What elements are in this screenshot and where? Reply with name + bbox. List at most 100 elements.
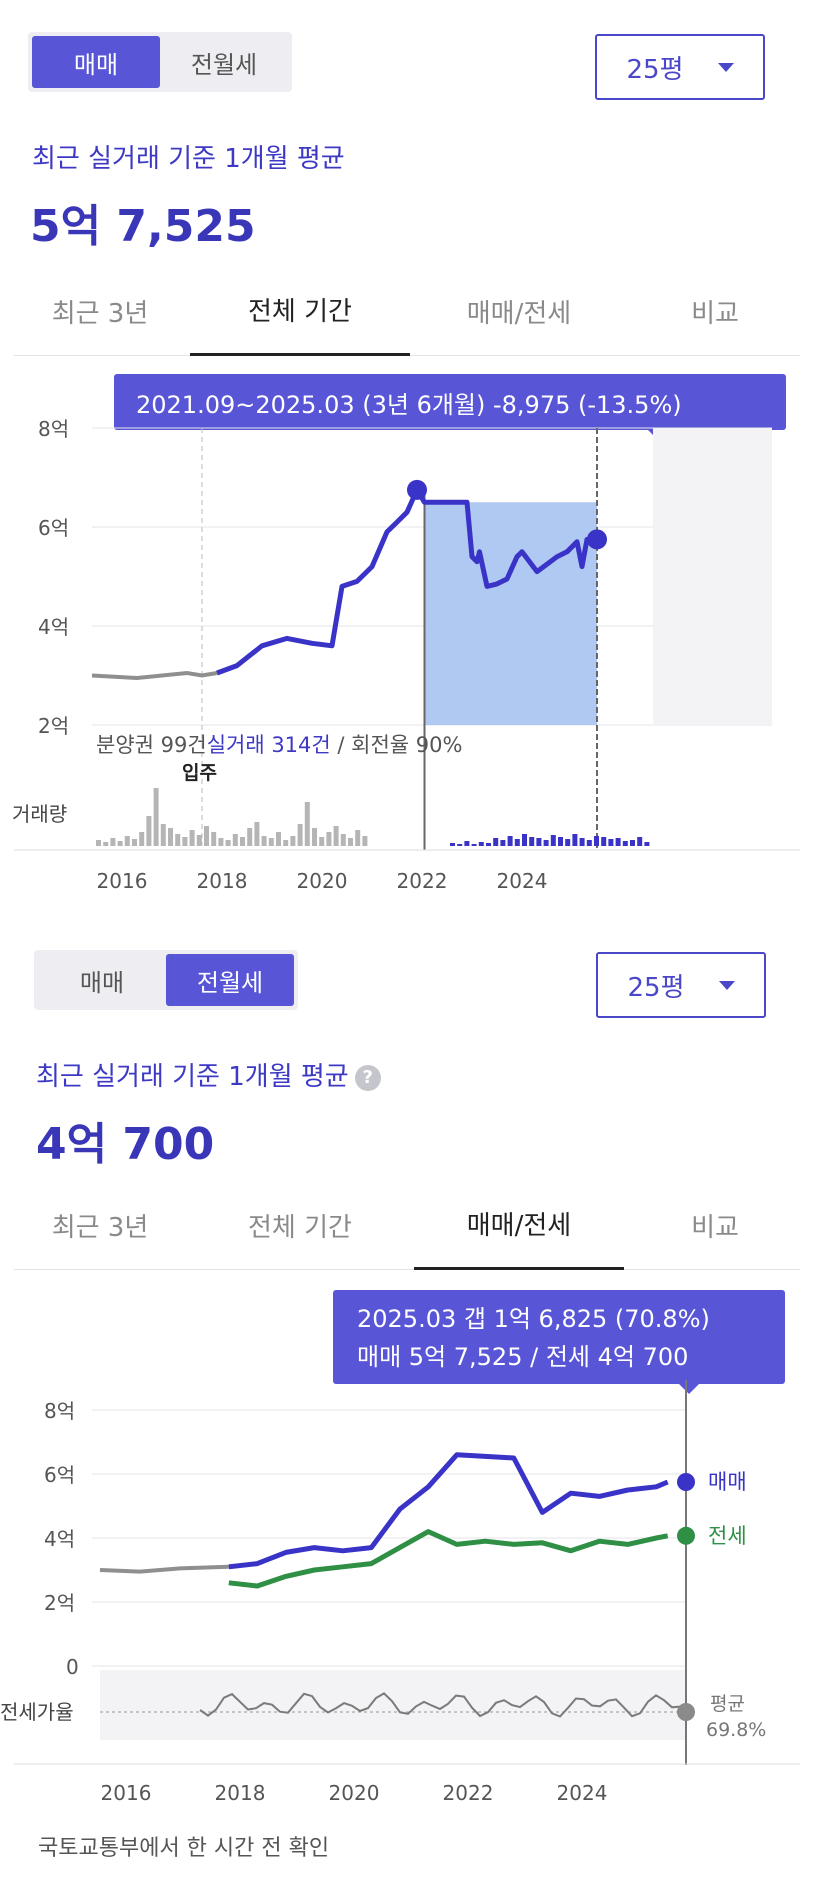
- x-axis-ticks: 2016 2018 2020 2022 2024: [97, 869, 548, 893]
- volume-bar: [160, 824, 166, 846]
- tab-recent-3y[interactable]: 최근 3년: [51, 298, 149, 329]
- presale-count: 분양권 99건: [96, 733, 207, 757]
- y-tick-label: 8억: [44, 1399, 75, 1423]
- x-tick-label: 2018: [197, 869, 248, 893]
- source-footer: 국토교통부에서 한 시간 전 확인: [38, 1836, 330, 1861]
- sale-toggle-button-2[interactable]: 매매: [79, 968, 125, 997]
- volume-bar: [507, 836, 513, 846]
- volume-bar: [189, 830, 195, 846]
- y-tick-label: 4억: [38, 615, 69, 639]
- volume-bar: [276, 832, 281, 846]
- x-tick-label: 2024: [557, 1781, 608, 1805]
- trade-type-toggle: 매매 전월세: [28, 32, 292, 92]
- volume-bar: [333, 826, 339, 846]
- volume-bar: [124, 836, 130, 846]
- x-tick-label: 2024: [497, 869, 548, 893]
- turnover-rate: / 회전율 90%: [331, 733, 463, 757]
- tab-compare-2[interactable]: 비교: [691, 1212, 739, 1243]
- series-sale-line-2: [228, 1452, 669, 1570]
- trade-count: 실거래 314건: [207, 733, 331, 757]
- volume-bar: [225, 840, 231, 846]
- legend-sale: 매매: [708, 1470, 747, 1494]
- volume-bar: [182, 837, 188, 846]
- volume-bar: [601, 837, 607, 846]
- volume-bar: [117, 841, 123, 846]
- tab-recent-3y-2[interactable]: 최근 3년: [51, 1212, 149, 1243]
- x-tick-label: 2016: [97, 869, 148, 893]
- volume-bar: [268, 838, 274, 846]
- size-dropdown[interactable]: 25평: [595, 34, 765, 100]
- x-tick-label: 2016: [101, 1781, 152, 1805]
- volume-bar: [594, 836, 599, 846]
- ratio-band: [100, 1670, 686, 1740]
- rent-toggle-button-2[interactable]: 전월세: [166, 954, 294, 1006]
- period-change-text: 2021.09~2025.03 (3년 6개월) -8,975 (-13.5%): [136, 390, 682, 419]
- chevron-down-icon: [717, 62, 734, 72]
- volume-bar: [146, 816, 152, 846]
- volume-bar: [304, 802, 310, 846]
- volume-bar: [586, 840, 592, 846]
- volume-axis-label: 거래량: [12, 802, 67, 826]
- x-tick-label: 2020: [329, 1781, 380, 1805]
- volume-bar: [450, 843, 455, 846]
- tab-all-period-2[interactable]: 전체 기간: [248, 1212, 352, 1243]
- x-axis-ticks-2: 2016 2018 2020 2022 2024: [101, 1781, 608, 1805]
- volume-bars: [96, 788, 650, 846]
- move-in-label: 입주: [182, 762, 217, 784]
- tab-compare[interactable]: 비교: [691, 298, 739, 329]
- volume-bar: [637, 837, 643, 846]
- volume-bar: [211, 832, 217, 846]
- volume-bar: [96, 840, 101, 846]
- size-dropdown-value-2: 25평: [627, 972, 685, 1003]
- volume-bar: [247, 828, 253, 846]
- volume-bar: [153, 788, 159, 846]
- volume-bar: [565, 839, 571, 846]
- legend-rent: 전세: [708, 1524, 747, 1548]
- range-end-point: [587, 529, 607, 550]
- volume-bar: [362, 836, 368, 846]
- volume-bar: [348, 838, 353, 846]
- volume-bar: [558, 837, 563, 846]
- volume-bar: [110, 838, 116, 846]
- volume-bar: [514, 839, 520, 846]
- volume-bar: [132, 839, 137, 846]
- volume-bar: [103, 842, 109, 846]
- volume-bar: [326, 832, 332, 846]
- volume-bar: [297, 824, 303, 846]
- sale-toggle-button[interactable]: 매매: [32, 36, 160, 88]
- tab-sale-vs-rent[interactable]: 매매/전세: [466, 298, 572, 329]
- series-rent-line: [228, 1529, 669, 1589]
- period-tabs: 최근 3년 전체 기간 매매/전세 비교: [14, 266, 800, 356]
- volume-bar: [218, 838, 224, 846]
- rent-toggle-button[interactable]: 전월세: [190, 50, 258, 79]
- ratio-average-label: 평균: [710, 1693, 745, 1715]
- sale-endpoint: [677, 1473, 695, 1491]
- volume-bar: [536, 838, 542, 846]
- pre-sale-price-line-2: [99, 1564, 229, 1574]
- volume-bar: [579, 838, 585, 846]
- sale-price-chart: 2억 4억 6억 8억 분양권 99건실거래 314건 / 회전율 90% 입주 거래…: [12, 417, 800, 893]
- y-axis-ticks-2: 0 2억 4억 6억 8억: [44, 1399, 79, 1679]
- volume-bar: [232, 834, 238, 846]
- y-axis-ticks: 2억 4억 6억 8억: [38, 417, 69, 738]
- gap-tooltip-line2: 매매 5억 7,525 / 전세 4억 700: [357, 1343, 689, 1371]
- period-change-tooltip: 2021.09~2025.03 (3년 6개월) -8,975 (-13.5%): [114, 374, 786, 440]
- volume-bar: [464, 841, 470, 846]
- size-dropdown-2[interactable]: 25평: [596, 952, 766, 1018]
- volume-bar: [522, 834, 527, 846]
- average-subtitle-text-2: 최근 실거래 기준 1개월 평균: [36, 1062, 349, 1092]
- y-tick-label: 4억: [44, 1527, 75, 1551]
- volume-bar: [630, 840, 635, 846]
- help-icon[interactable]: ?: [354, 1064, 381, 1091]
- tab-all-period[interactable]: 전체 기간: [190, 266, 410, 356]
- volume-bar: [261, 836, 267, 846]
- volume-bar: [486, 843, 491, 846]
- y-tick-label: 0: [66, 1655, 79, 1679]
- gap-tooltip-line1: 2025.03 갭 1억 6,825 (70.8%): [357, 1305, 710, 1333]
- ratio-endpoint: [677, 1703, 695, 1721]
- average-price-2: 4억 700: [36, 1119, 215, 1170]
- volume-bar: [139, 832, 145, 846]
- tab-sale-vs-rent-2[interactable]: 매매/전세: [414, 1180, 624, 1270]
- volume-note: 분양권 99건실거래 314건 / 회전율 90%: [96, 733, 462, 757]
